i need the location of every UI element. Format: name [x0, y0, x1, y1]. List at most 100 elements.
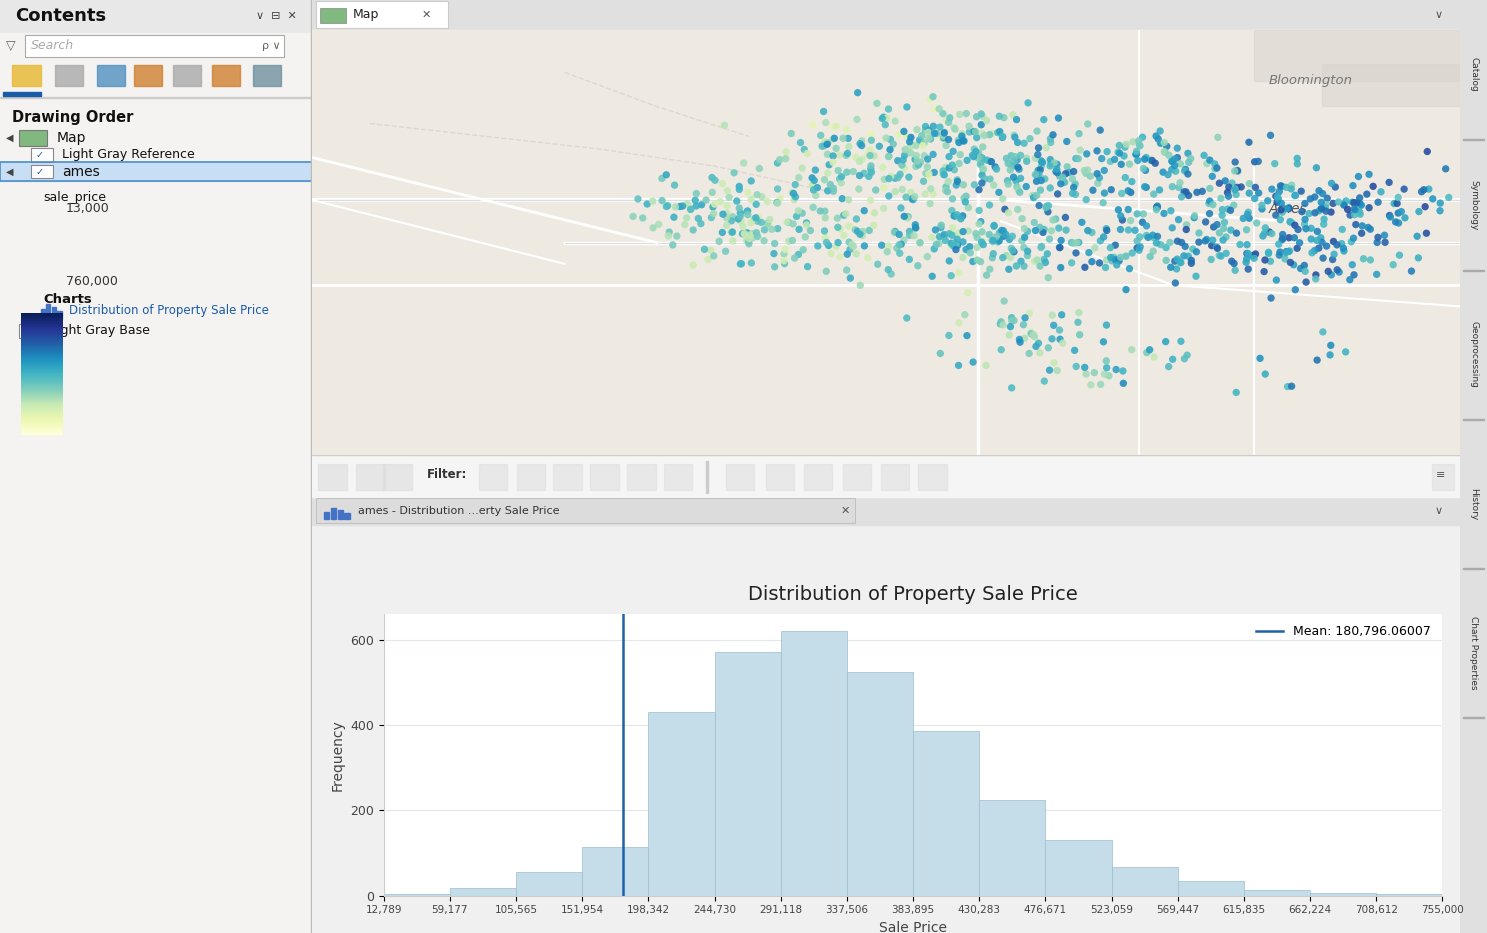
Point	[1224, 188, 1248, 202]
Bar	[1310, 893, 1377, 896]
Point	[1121, 134, 1145, 149]
Point	[898, 228, 922, 243]
Point	[1072, 360, 1096, 375]
Point	[1001, 243, 1025, 258]
Point	[809, 203, 833, 218]
Point	[815, 136, 839, 151]
Point	[1184, 269, 1207, 284]
Point	[904, 221, 928, 236]
Point	[1088, 377, 1112, 392]
Point	[955, 242, 978, 257]
Point	[1349, 198, 1373, 213]
Point	[1109, 222, 1133, 237]
Point	[1199, 153, 1222, 168]
Point	[987, 185, 1011, 200]
Point	[1026, 163, 1050, 178]
Point	[904, 159, 928, 174]
Point	[1191, 184, 1215, 199]
Point	[1099, 182, 1123, 197]
Point	[904, 148, 928, 163]
Point	[900, 191, 923, 206]
Point	[1270, 179, 1294, 194]
Point	[977, 227, 1001, 242]
Point	[1307, 203, 1331, 218]
Point	[1172, 185, 1196, 200]
Point	[929, 217, 953, 232]
Point	[1066, 151, 1090, 166]
Point	[1029, 162, 1053, 177]
Point	[937, 115, 961, 130]
Point	[699, 243, 723, 258]
Point	[1187, 235, 1210, 250]
Point	[1367, 195, 1390, 210]
Point	[1310, 195, 1334, 210]
Point	[848, 182, 871, 197]
Bar	[1432, 464, 1454, 490]
Point	[978, 172, 1002, 187]
Point	[871, 180, 895, 195]
Point	[870, 238, 894, 253]
Bar	[312, 455, 1460, 497]
Point	[1207, 175, 1231, 190]
Point	[843, 222, 867, 237]
Point	[1051, 336, 1075, 351]
Point	[955, 328, 978, 343]
Point	[730, 257, 754, 272]
Point	[1225, 164, 1249, 179]
Point	[1002, 313, 1026, 328]
Point	[1273, 252, 1297, 267]
Point	[1306, 353, 1329, 368]
Point	[1169, 157, 1193, 172]
Point	[1251, 229, 1274, 244]
Point	[1008, 332, 1032, 347]
Point	[1032, 252, 1056, 267]
Point	[831, 208, 855, 223]
Point	[800, 171, 824, 186]
Point	[920, 230, 944, 245]
Point	[739, 216, 763, 230]
Point	[1086, 175, 1109, 190]
Point	[968, 157, 992, 172]
Point	[882, 136, 906, 151]
Point	[980, 250, 1004, 265]
Point	[715, 183, 739, 198]
Point	[821, 132, 845, 146]
Point	[1370, 185, 1393, 200]
Point	[964, 145, 987, 160]
Point	[1060, 186, 1084, 201]
Point	[1387, 247, 1411, 262]
Bar	[686, 41, 711, 65]
Point	[851, 229, 874, 244]
Point	[1292, 258, 1316, 272]
Point	[964, 226, 987, 241]
Point	[932, 131, 956, 146]
Point	[971, 161, 995, 176]
Point	[1219, 223, 1243, 238]
Point	[1176, 166, 1200, 181]
Point	[1032, 373, 1056, 388]
Bar	[1254, 30, 1460, 81]
Bar	[803, 464, 833, 490]
Point	[1062, 164, 1086, 179]
Point	[1393, 210, 1417, 225]
Point	[903, 152, 926, 167]
Point	[1285, 241, 1309, 256]
Point	[916, 152, 940, 167]
Point	[1277, 230, 1301, 245]
Point	[917, 196, 941, 211]
Point	[825, 211, 849, 226]
Point	[1387, 216, 1411, 230]
Point	[992, 294, 1016, 309]
Point	[849, 138, 873, 153]
Point	[1017, 346, 1041, 361]
Point	[741, 226, 764, 241]
Point	[1303, 244, 1326, 258]
Point	[956, 285, 980, 300]
Point	[1169, 175, 1193, 190]
Point	[946, 173, 970, 188]
Point	[1065, 235, 1088, 250]
Point	[1254, 367, 1277, 382]
Point	[894, 142, 917, 157]
Point	[1344, 195, 1368, 210]
Point	[1304, 268, 1328, 283]
